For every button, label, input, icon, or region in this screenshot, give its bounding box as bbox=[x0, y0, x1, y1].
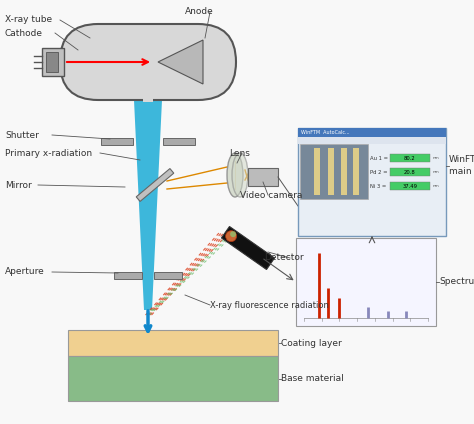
FancyBboxPatch shape bbox=[296, 238, 436, 326]
FancyBboxPatch shape bbox=[353, 148, 359, 195]
FancyBboxPatch shape bbox=[163, 138, 195, 145]
Text: WinFTM
main window: WinFTM main window bbox=[449, 156, 474, 176]
FancyBboxPatch shape bbox=[390, 154, 430, 162]
Text: WinFTM  AutoCalc...: WinFTM AutoCalc... bbox=[301, 130, 349, 135]
Text: Anode: Anode bbox=[185, 8, 214, 17]
FancyBboxPatch shape bbox=[298, 137, 446, 144]
FancyBboxPatch shape bbox=[42, 48, 64, 76]
FancyBboxPatch shape bbox=[68, 330, 278, 356]
FancyBboxPatch shape bbox=[300, 144, 368, 199]
Text: Base material: Base material bbox=[281, 374, 344, 383]
FancyBboxPatch shape bbox=[298, 128, 446, 137]
FancyBboxPatch shape bbox=[390, 182, 430, 190]
FancyBboxPatch shape bbox=[248, 168, 278, 186]
FancyBboxPatch shape bbox=[101, 138, 133, 145]
FancyBboxPatch shape bbox=[328, 148, 334, 195]
FancyBboxPatch shape bbox=[154, 272, 182, 279]
Text: Lens: Lens bbox=[229, 148, 250, 157]
Text: X-ray fluorescence radiation: X-ray fluorescence radiation bbox=[210, 301, 329, 310]
Text: Au 1 =: Au 1 = bbox=[370, 156, 388, 161]
Ellipse shape bbox=[230, 231, 236, 237]
Polygon shape bbox=[158, 40, 203, 84]
FancyBboxPatch shape bbox=[390, 168, 430, 176]
Text: Spectrum: Spectrum bbox=[439, 277, 474, 287]
Ellipse shape bbox=[226, 231, 237, 242]
Ellipse shape bbox=[227, 153, 243, 197]
Text: nm: nm bbox=[433, 170, 440, 174]
Text: Coating layer: Coating layer bbox=[281, 338, 342, 348]
FancyBboxPatch shape bbox=[298, 128, 446, 236]
FancyBboxPatch shape bbox=[143, 97, 153, 102]
FancyBboxPatch shape bbox=[68, 356, 278, 401]
Text: Detector: Detector bbox=[264, 254, 304, 262]
Polygon shape bbox=[134, 100, 162, 310]
Text: nm: nm bbox=[433, 184, 440, 188]
FancyBboxPatch shape bbox=[341, 148, 347, 195]
Text: Aperture: Aperture bbox=[5, 268, 45, 276]
Text: Primary x-radiation: Primary x-radiation bbox=[5, 148, 92, 157]
Text: Mirror: Mirror bbox=[5, 181, 32, 190]
Text: Shutter: Shutter bbox=[5, 131, 39, 139]
Text: 20.8: 20.8 bbox=[404, 170, 416, 175]
FancyBboxPatch shape bbox=[314, 148, 320, 195]
Ellipse shape bbox=[232, 153, 248, 197]
FancyBboxPatch shape bbox=[114, 272, 142, 279]
Text: nm: nm bbox=[433, 156, 440, 160]
Text: 37.49: 37.49 bbox=[402, 184, 418, 189]
Polygon shape bbox=[136, 169, 174, 201]
Text: Cathode: Cathode bbox=[5, 28, 43, 37]
FancyBboxPatch shape bbox=[60, 24, 236, 100]
Text: Pd 2 =: Pd 2 = bbox=[370, 170, 388, 175]
Text: 80.2: 80.2 bbox=[404, 156, 416, 161]
FancyBboxPatch shape bbox=[46, 52, 58, 72]
Polygon shape bbox=[221, 226, 274, 270]
Text: X-ray tube: X-ray tube bbox=[5, 16, 52, 25]
Text: Video camera: Video camera bbox=[240, 190, 302, 200]
Text: Ni 3 =: Ni 3 = bbox=[370, 184, 386, 189]
